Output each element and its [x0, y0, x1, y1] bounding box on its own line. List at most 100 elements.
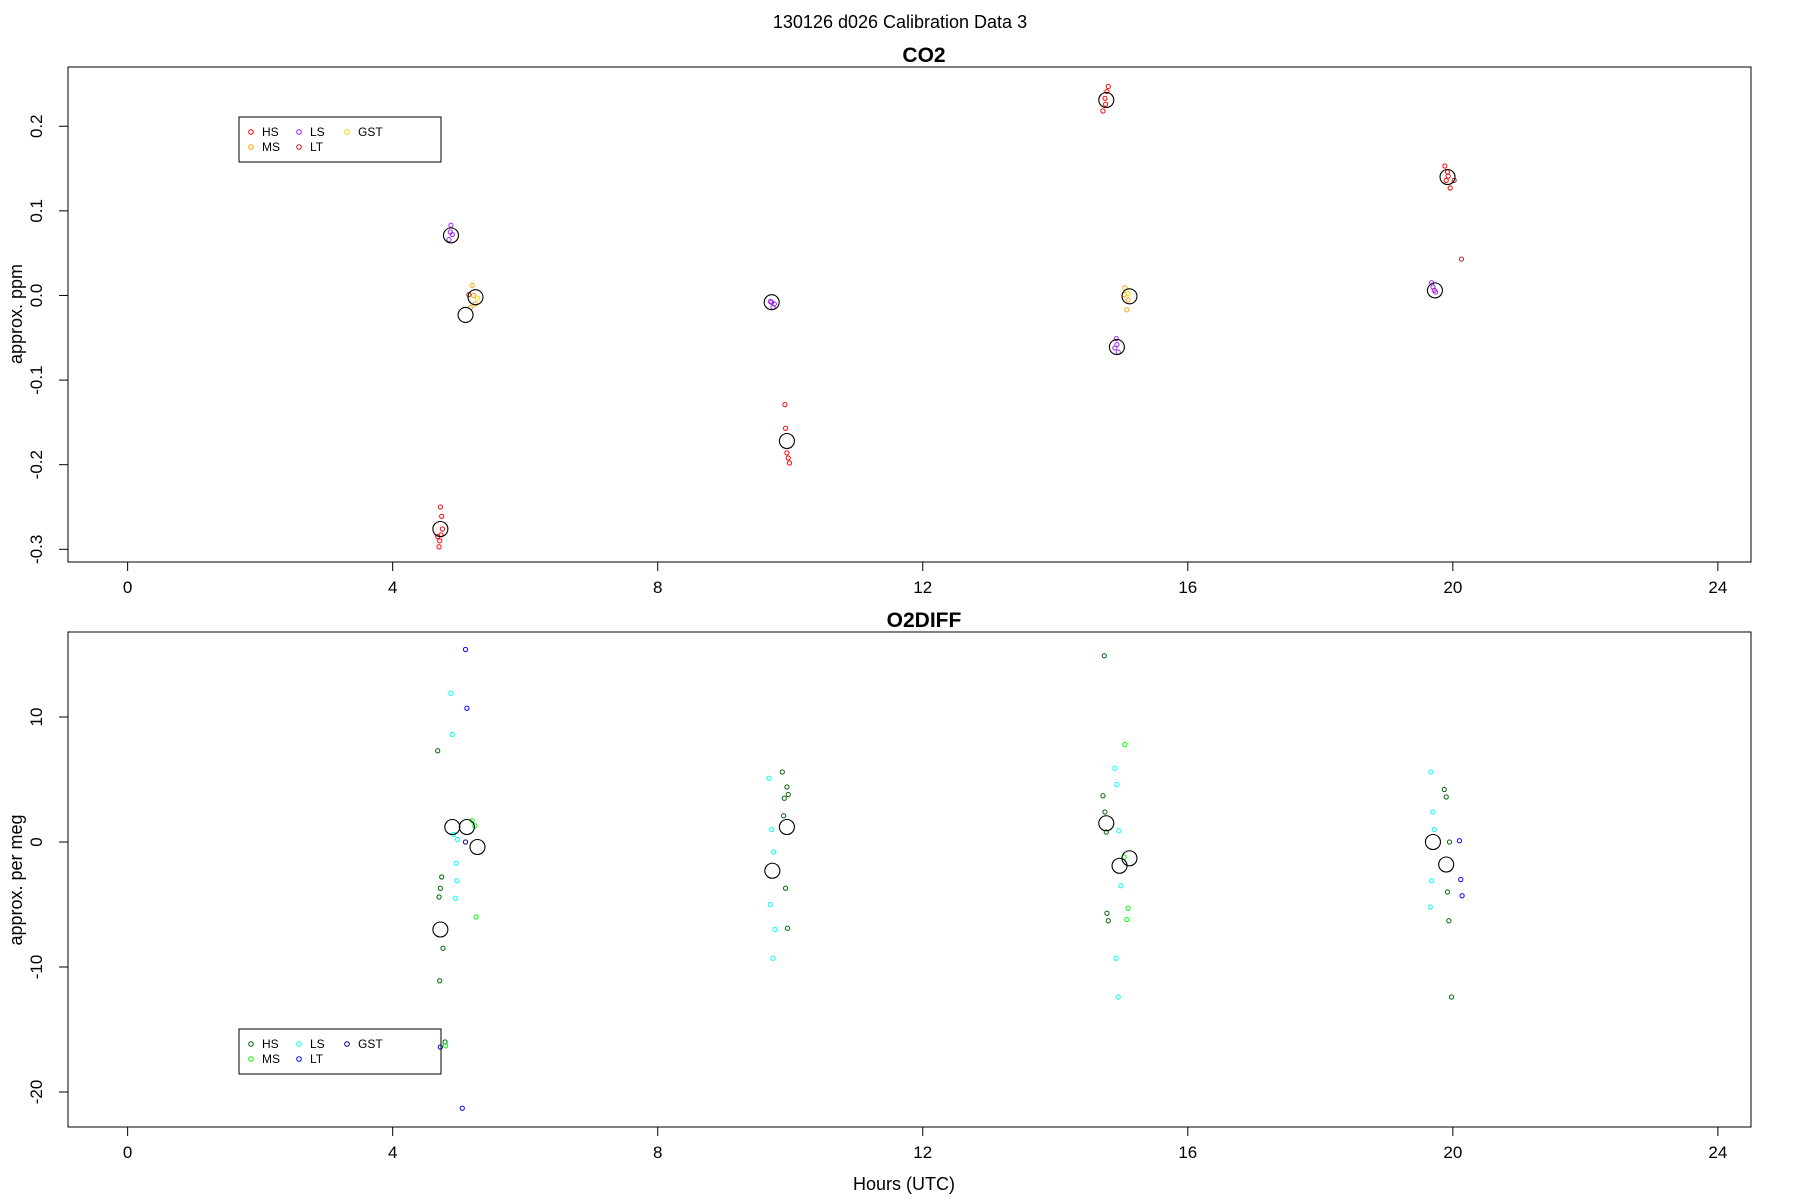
super-title: 130126 d026 Calibration Data 3	[773, 12, 1027, 32]
o2diff-point-hs	[1444, 889, 1451, 895]
o2diff-point-hs	[1104, 910, 1110, 916]
co2-mean-marker	[1121, 288, 1138, 305]
co2-point-hs	[1102, 95, 1108, 101]
o2diff-point-hs	[781, 795, 787, 801]
co2-point-ms	[472, 301, 479, 307]
o2diff-point-ls	[453, 860, 459, 866]
o2diff-x-axis-label: Hours (UTC)	[853, 1174, 955, 1194]
co2-mean-marker	[1108, 339, 1125, 356]
o2diff-point-hs	[1441, 786, 1447, 793]
co2-point-ms	[1124, 307, 1130, 313]
o2diff-legend-marker-lt	[296, 1056, 302, 1062]
o2diff-point-hs	[437, 978, 443, 984]
o2diff-point-hs	[1105, 918, 1111, 924]
o2diff-legend-label-lt: LT	[310, 1052, 324, 1066]
o2diff-mean-marker	[458, 818, 475, 836]
co2-point-lt	[1451, 177, 1457, 183]
o2diff-mean-marker	[1121, 850, 1138, 867]
o2diff-legend-box	[238, 1028, 442, 1075]
o2diff-point-ls	[1112, 765, 1118, 771]
o2diff-point-ls	[1428, 769, 1434, 775]
o2diff-x-tick-label: 20	[1443, 1143, 1462, 1162]
o2diff-point-ms	[443, 1043, 449, 1049]
o2diff-legend-marker-ls	[296, 1041, 302, 1047]
o2diff-mean-marker	[1424, 833, 1442, 851]
co2-legend-marker-hs	[248, 129, 254, 135]
o2diff-point-hs	[440, 945, 446, 951]
o2diff-legend-label-hs: HS	[262, 1037, 279, 1051]
co2-mean-marker	[457, 306, 474, 323]
co2-point-ls	[1114, 341, 1120, 348]
o2diff-legend-label-gst: GST	[358, 1037, 383, 1051]
o2diff-x-tick-label: 4	[388, 1143, 397, 1162]
co2-legend-label-ls: LS	[310, 125, 325, 139]
co2-point-hs	[437, 504, 443, 510]
co2-y-tick-label: 0.1	[27, 199, 46, 223]
o2diff-point-hs	[1448, 994, 1455, 1000]
co2-point-ls	[448, 222, 454, 228]
o2diff-point-ls	[766, 775, 772, 781]
o2diff-point-hs	[782, 885, 789, 891]
co2-mean-marker	[1426, 282, 1443, 299]
o2diff-point-ls	[448, 690, 454, 696]
o2diff-legend-marker-hs	[248, 1041, 254, 1047]
co2-point-ls	[1113, 336, 1119, 342]
o2diff-mean-marker	[1111, 857, 1128, 874]
o2diff-point-lt	[462, 646, 469, 653]
co2-point-gst	[474, 295, 481, 301]
co2-point-hs	[1105, 83, 1111, 90]
o2diff-point-hs	[781, 813, 787, 819]
o2diff-point-hs	[436, 894, 442, 900]
o2diff-point-ms	[1124, 916, 1130, 923]
co2-point-hs	[782, 425, 789, 431]
co2-legend-marker-lt	[296, 144, 302, 150]
co2-legend-label-lt: LT	[310, 140, 324, 154]
o2diff-y-axis-label: approx. per meg	[6, 814, 26, 945]
o2diff-point-ls	[453, 895, 459, 901]
o2diff-mean-marker	[1438, 856, 1455, 873]
o2diff-point-hs	[435, 748, 441, 754]
o2diff-mean-marker	[444, 818, 461, 836]
o2diff-point-ms	[1122, 741, 1128, 748]
o2diff-point-hs	[1103, 829, 1109, 835]
o2diff-x-tick-label: 0	[123, 1143, 132, 1162]
co2-legend-label-hs: HS	[262, 125, 279, 139]
co2-panel-title: CO2	[902, 44, 945, 67]
o2diff-data-layer: 0 4 8 12 16 20 24 -20 -10 0 10	[27, 646, 1727, 1162]
co2-point-lt	[1458, 256, 1465, 262]
o2diff-point-ls	[1116, 828, 1122, 834]
o2diff-mean-marker	[469, 838, 486, 856]
co2-point-ls	[767, 298, 773, 304]
co2-point-ls	[771, 301, 777, 307]
o2diff-y-tick-label: 10	[27, 708, 46, 727]
o2diff-point-hs	[439, 874, 445, 880]
o2diff-point-ls	[1431, 826, 1437, 833]
o2diff-legend-label-ms: MS	[262, 1052, 280, 1066]
o2diff-x-tick-label: 24	[1708, 1143, 1727, 1162]
o2diff-point-ls	[449, 731, 455, 738]
o2diff-point-ls	[1113, 955, 1119, 961]
co2-legend-box	[238, 116, 442, 163]
o2diff-point-ls	[767, 901, 773, 908]
o2diff-point-lt	[459, 1105, 465, 1111]
co2-y-axis-label: approx. ppm	[6, 264, 26, 364]
o2diff-plot-frame	[67, 631, 1752, 1128]
o2diff-point-lt	[1459, 893, 1465, 899]
co2-mean-marker	[1098, 91, 1115, 109]
co2-mean-marker	[763, 294, 780, 311]
o2diff-point-gst	[462, 839, 469, 845]
co2-point-ms	[1125, 297, 1131, 303]
co2-point-hs	[1103, 101, 1109, 107]
co2-point-hs	[1444, 169, 1451, 175]
co2-legend-label-ms: MS	[262, 140, 280, 154]
co2-point-hs	[785, 455, 791, 461]
co2-point-hs	[437, 538, 443, 544]
co2-y-tick-label: -0.1	[27, 365, 46, 394]
o2diff-x-tick-label: 8	[653, 1143, 662, 1162]
o2diff-legend-label-ls: LS	[310, 1037, 325, 1051]
o2diff-legend-marker-gst	[344, 1041, 350, 1047]
co2-point-hs	[439, 526, 445, 532]
o2diff-point-hs	[437, 885, 443, 891]
